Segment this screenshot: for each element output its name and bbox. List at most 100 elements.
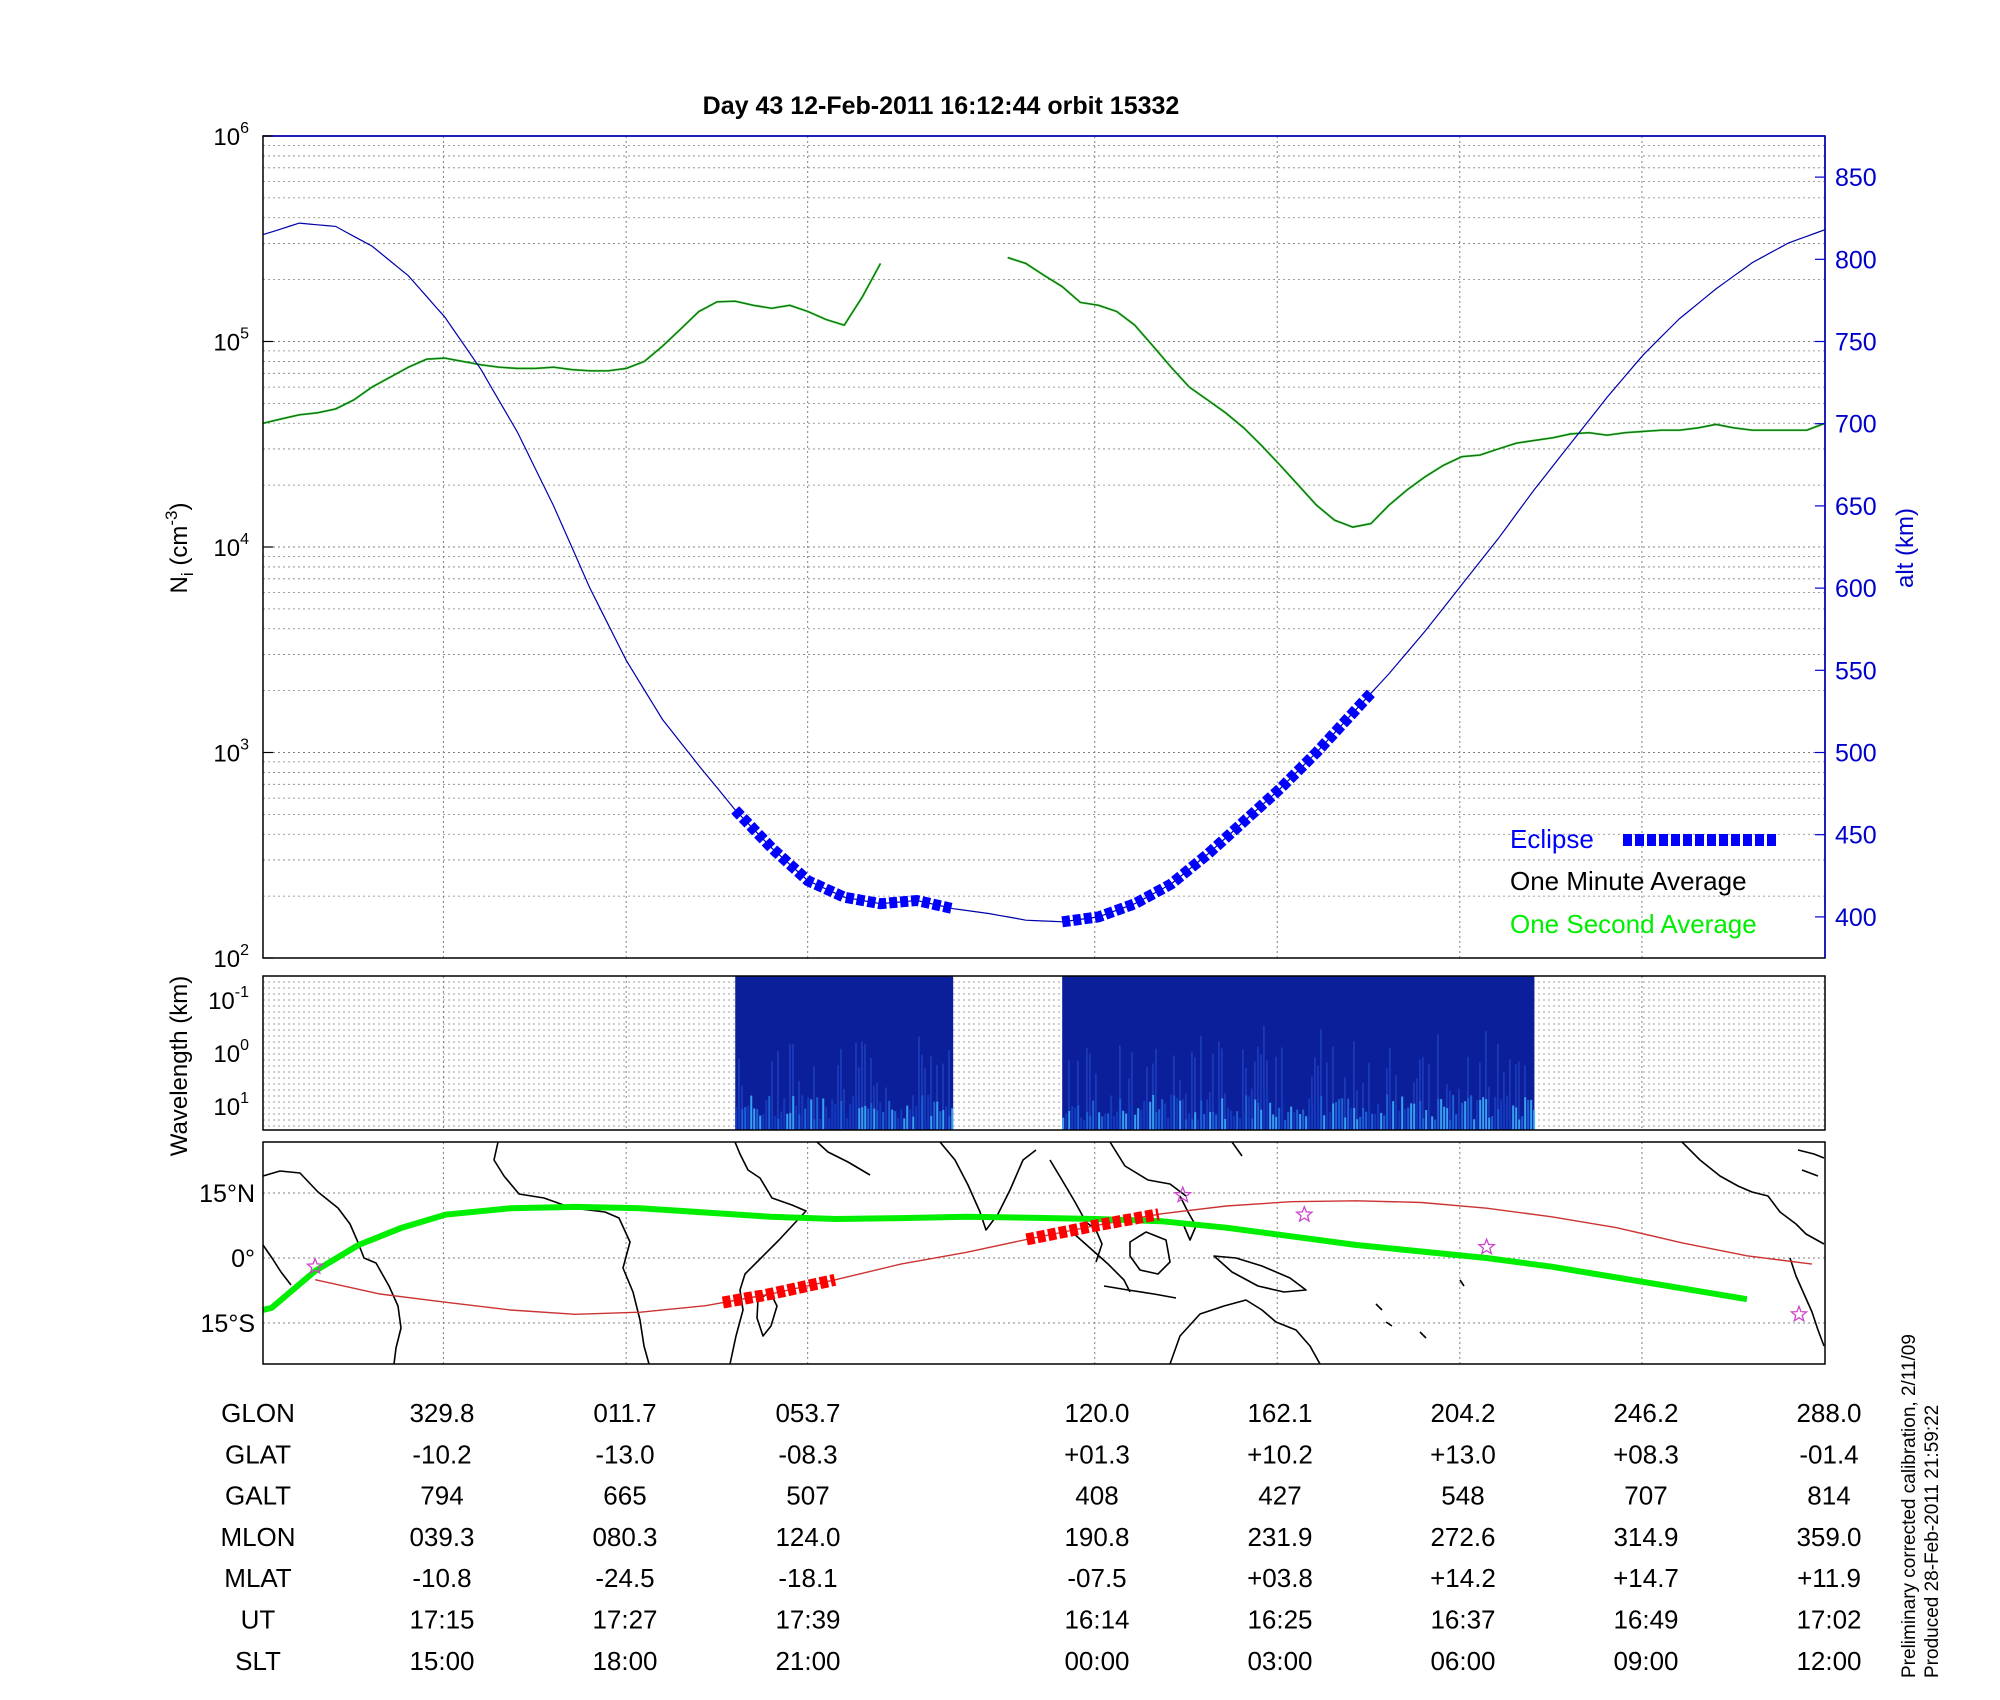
spectrogram-column bbox=[741, 1109, 744, 1130]
spectrogram-column bbox=[756, 1109, 759, 1130]
table-cell: 231.9 bbox=[1247, 1522, 1312, 1552]
spectrogram-column bbox=[1464, 1101, 1467, 1130]
tick-base: 10 bbox=[213, 330, 240, 357]
map-plot-area bbox=[263, 1142, 1825, 1364]
spectrogram-column bbox=[1176, 1098, 1179, 1130]
spectrogram-column bbox=[942, 1109, 945, 1130]
spectrogram-column bbox=[1347, 1098, 1350, 1130]
spectrogram-column bbox=[1227, 1107, 1230, 1130]
spectrogram-column bbox=[867, 1108, 870, 1130]
spectrogram-streak bbox=[1179, 1080, 1181, 1101]
spectrogram-column bbox=[1263, 1094, 1266, 1130]
spectrogram-streak bbox=[1479, 1062, 1481, 1100]
spectrogram-column bbox=[1392, 1101, 1395, 1130]
altitude-y-tick-label: 500 bbox=[1835, 740, 1877, 768]
spectrogram-column bbox=[1473, 1119, 1476, 1130]
spectrogram-column bbox=[1494, 1096, 1497, 1130]
spectrogram-streak bbox=[1191, 1051, 1193, 1120]
spectrogram-streak bbox=[936, 1064, 938, 1102]
spectrogram-column bbox=[1062, 1117, 1065, 1130]
spectrogram-column bbox=[810, 1099, 813, 1130]
density-y-tick-label: 104 bbox=[213, 531, 249, 562]
spectrogram-block bbox=[1062, 976, 1535, 1130]
table-cell: 329.8 bbox=[409, 1398, 474, 1428]
spectrogram-y-tick-label: 10-1 bbox=[208, 984, 249, 1015]
spectrogram-column bbox=[870, 1103, 873, 1130]
tick-base: 10 bbox=[213, 1041, 240, 1068]
table-cell: 09:00 bbox=[1613, 1646, 1678, 1676]
density-y-tick-label: 105 bbox=[213, 326, 249, 357]
spectrogram-streak bbox=[1449, 1090, 1451, 1120]
spectrogram-streak bbox=[1245, 1067, 1247, 1096]
spectrogram-column bbox=[1458, 1111, 1461, 1130]
spectrogram-column bbox=[828, 1118, 831, 1130]
coast-japan bbox=[1231, 1141, 1243, 1157]
coast-new-guinea bbox=[1213, 1255, 1307, 1293]
spectrogram-column bbox=[1170, 1094, 1173, 1130]
spectrogram-column bbox=[1521, 1116, 1524, 1130]
table-cell: 00:00 bbox=[1064, 1646, 1129, 1676]
spectrogram-column bbox=[1110, 1095, 1113, 1130]
spectrogram-column bbox=[750, 1095, 753, 1130]
density-y-tick-label: 102 bbox=[213, 942, 249, 973]
spectrogram-streak bbox=[1353, 1041, 1355, 1108]
spectrogram-streak bbox=[1368, 1062, 1370, 1108]
spectrogram-column bbox=[852, 1096, 855, 1130]
spectrogram-column bbox=[1524, 1097, 1527, 1130]
table-cell: 246.2 bbox=[1613, 1398, 1678, 1428]
spectrogram-column bbox=[1215, 1114, 1218, 1130]
spectrogram-column bbox=[789, 1112, 792, 1130]
spectrogram-column bbox=[1242, 1111, 1245, 1130]
spectrogram-column bbox=[1389, 1101, 1392, 1130]
spectrogram-streak bbox=[948, 1050, 950, 1117]
spectrogram-column bbox=[759, 1115, 762, 1130]
table-cell: 16:14 bbox=[1064, 1605, 1129, 1635]
chart-title: Day 43 12-Feb-2011 16:12:44 orbit 15332 bbox=[703, 92, 1180, 120]
spectrogram-column bbox=[1224, 1118, 1227, 1130]
spectrogram-column bbox=[1449, 1119, 1452, 1130]
spectrogram-column bbox=[1350, 1108, 1353, 1130]
coast-pacific-islands bbox=[1375, 1279, 1465, 1339]
spectrogram-column bbox=[1266, 1094, 1269, 1130]
spectrogram-streak bbox=[1362, 1082, 1364, 1108]
spectrogram-column bbox=[1230, 1110, 1233, 1130]
table-cell: +01.3 bbox=[1064, 1439, 1130, 1469]
spectrogram-column bbox=[1380, 1112, 1383, 1130]
coast-south-america-north bbox=[262, 1244, 292, 1286]
tick-base: 10 bbox=[213, 1094, 240, 1121]
spectrogram-streak bbox=[792, 1043, 794, 1096]
tick-exponent: 0 bbox=[240, 1037, 249, 1054]
spectrogram-streak bbox=[798, 1081, 800, 1115]
spectrogram-column bbox=[933, 1101, 936, 1130]
spectrogram-column bbox=[1107, 1113, 1110, 1130]
spectrogram-streak bbox=[1146, 1067, 1148, 1109]
spectrogram-column bbox=[1071, 1105, 1074, 1130]
spectrogram-column bbox=[1092, 1100, 1095, 1130]
spectrogram-column bbox=[945, 1106, 948, 1130]
spectrogram-streak bbox=[1386, 1068, 1388, 1095]
spectrogram-column bbox=[921, 1095, 924, 1130]
spectrogram-streak bbox=[777, 1051, 779, 1119]
spectrogram-streak bbox=[1173, 1055, 1175, 1096]
spectrogram-column bbox=[1074, 1107, 1077, 1130]
spectrogram-streak bbox=[1224, 1093, 1226, 1119]
altitude-y-tick-label: 400 bbox=[1835, 904, 1877, 932]
spectrogram-column bbox=[1281, 1100, 1284, 1130]
eclipse-track-segment bbox=[721, 1273, 837, 1309]
spectrogram-streak bbox=[1488, 1086, 1490, 1118]
spectrogram-column bbox=[882, 1111, 885, 1130]
spectrogram-streak bbox=[1317, 1065, 1319, 1100]
table-cell: +13.0 bbox=[1430, 1439, 1496, 1469]
spectrogram-column bbox=[1467, 1098, 1470, 1130]
spectrogram-streak bbox=[1260, 1054, 1262, 1110]
spectrogram-column bbox=[1470, 1095, 1473, 1130]
table-cell: +14.7 bbox=[1613, 1563, 1679, 1593]
spectrogram-streak bbox=[1422, 1057, 1424, 1119]
spectrogram-streak bbox=[1413, 1082, 1415, 1104]
spectrogram-streak bbox=[876, 1082, 878, 1111]
altitude-line bbox=[262, 222, 1826, 923]
spectrogram-column bbox=[1443, 1106, 1446, 1130]
table-cell: 18:00 bbox=[592, 1646, 657, 1676]
